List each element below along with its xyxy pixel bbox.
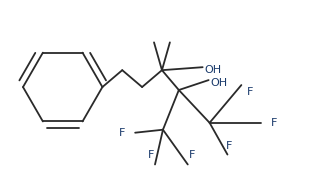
Text: F: F <box>148 150 154 160</box>
Text: F: F <box>247 87 254 97</box>
Text: F: F <box>119 128 125 138</box>
Text: OH: OH <box>205 65 222 75</box>
Text: OH: OH <box>211 78 228 88</box>
Text: F: F <box>226 141 233 151</box>
Text: F: F <box>188 150 195 160</box>
Text: F: F <box>271 118 277 128</box>
